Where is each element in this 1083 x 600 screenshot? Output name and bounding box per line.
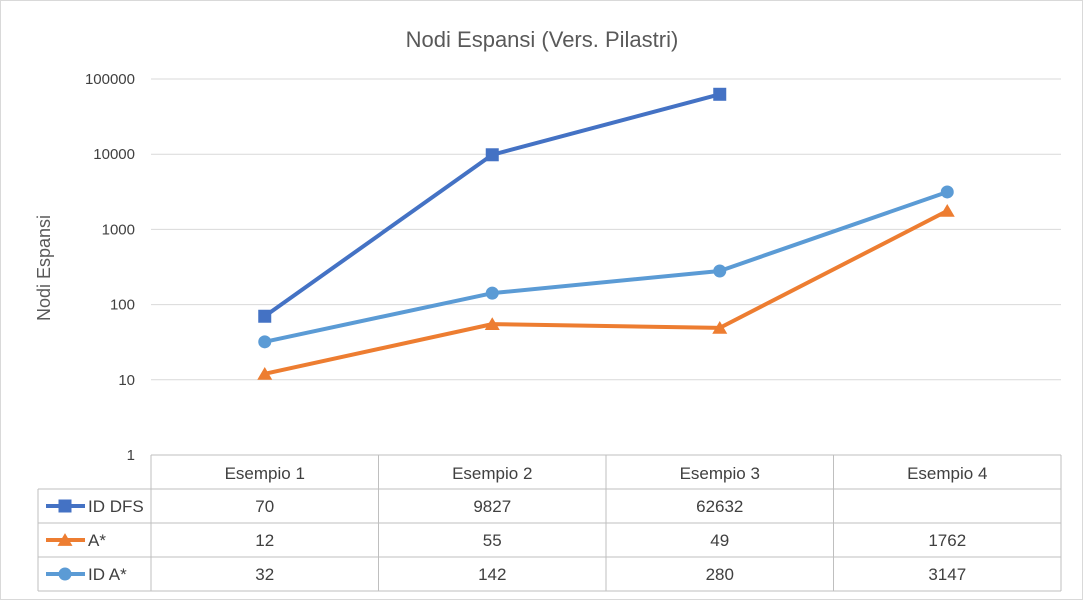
data-point: [485, 286, 499, 300]
table-cell-value: 32: [255, 565, 274, 584]
series-name: A*: [88, 531, 106, 550]
series-triangle: [257, 204, 955, 380]
data-point: [939, 204, 955, 217]
y-tick-label: 100: [110, 297, 135, 314]
x-category-label: Esempio 3: [680, 464, 760, 483]
table-cell-value: 3147: [928, 565, 966, 584]
data-point: [713, 87, 727, 101]
table-cell-value: 280: [706, 565, 734, 584]
x-category-label: Esempio 1: [225, 464, 305, 483]
gridlines: [151, 78, 1061, 381]
data-point: [485, 148, 499, 162]
data-point: [484, 317, 500, 330]
series-name: ID DFS: [88, 497, 144, 516]
table-cell-value: 142: [478, 565, 506, 584]
y-tick-label: 10000: [93, 146, 135, 163]
series-square: [258, 87, 727, 323]
y-axis-label: Nodi Espansi: [34, 215, 54, 321]
table-cell-value: 1762: [928, 531, 966, 550]
table-cell-value: 70: [255, 497, 274, 516]
chart-title: Nodi Espansi (Vers. Pilastri): [406, 27, 679, 52]
triangle-legend-marker: [57, 533, 73, 546]
data-point: [258, 309, 272, 323]
series-line: [262, 92, 722, 319]
x-category-label: Esempio 4: [907, 464, 987, 483]
y-axis-ticks: 100000 10000 1000 100 10 1: [85, 71, 135, 464]
data-table: Esempio 1 Esempio 2 Esempio 3 Esempio 4 ID D…: [37, 454, 1062, 592]
circle-legend-marker: [58, 567, 72, 581]
y-tick-label: 1000: [102, 221, 135, 238]
table-cell-value: 9827: [473, 497, 511, 516]
series-circle: [258, 185, 954, 349]
y-tick-label: 1: [127, 447, 135, 464]
square-legend-marker: [58, 499, 72, 513]
y-tick-label: 10: [118, 372, 135, 389]
data-point: [712, 321, 728, 334]
data-point: [713, 264, 727, 278]
table-cell-value: 55: [483, 531, 502, 550]
data-point: [940, 185, 954, 199]
series-lines: [257, 87, 955, 380]
table-cell-value: 12: [255, 531, 274, 550]
data-point: [257, 366, 273, 380]
x-category-label: Esempio 2: [452, 464, 532, 483]
data-point: [258, 335, 272, 349]
table-cell-value: 62632: [696, 497, 743, 516]
table-cell-value: 49: [710, 531, 729, 550]
series-name: ID A*: [88, 565, 127, 584]
y-tick-label: 100000: [85, 71, 135, 88]
series-line: [262, 189, 950, 344]
series-line: [262, 208, 950, 376]
